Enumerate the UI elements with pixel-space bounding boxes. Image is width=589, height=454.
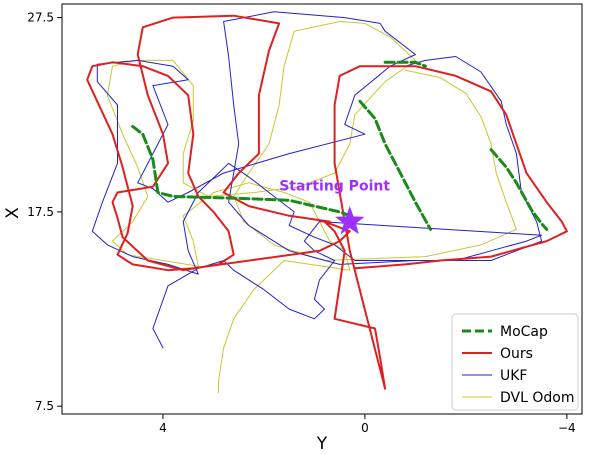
- series-line-mocap-1: [131, 124, 352, 218]
- legend-box: [451, 313, 579, 411]
- y-tick-label: 27.5: [27, 11, 54, 25]
- legend-label: DVL Odom: [500, 390, 574, 406]
- series-layer: [86, 11, 568, 394]
- legend-label: MoCap: [500, 324, 548, 340]
- x-axis-label: Y: [316, 434, 328, 454]
- x-axis: 4 0 −4: [159, 414, 576, 435]
- start-layer: Starting Point: [279, 179, 390, 235]
- series-line-mocap-3: [358, 99, 432, 231]
- y-axis: 7.5 17.5 27.5: [27, 11, 62, 413]
- legend: MoCap Ours UKF DVL Odom: [451, 313, 579, 411]
- x-tick-label: −4: [558, 421, 576, 435]
- start-star-icon: [335, 206, 365, 235]
- annotation-starting-point: Starting Point: [279, 179, 390, 195]
- legend-label: Ours: [500, 346, 533, 362]
- x-tick-label: 4: [159, 421, 167, 435]
- x-tick-label: 0: [361, 421, 369, 435]
- series-line-mocap-2: [383, 60, 427, 68]
- legend-label: UKF: [500, 368, 527, 384]
- series-line-ukf: [91, 11, 543, 349]
- y-tick-label: 17.5: [27, 205, 54, 219]
- series-line-mocap-4: [489, 148, 549, 231]
- series-line-ours: [86, 14, 568, 390]
- y-axis-label: X: [3, 207, 23, 219]
- series-line-dvl-odom: [106, 21, 517, 394]
- y-tick-label: 7.5: [35, 399, 54, 413]
